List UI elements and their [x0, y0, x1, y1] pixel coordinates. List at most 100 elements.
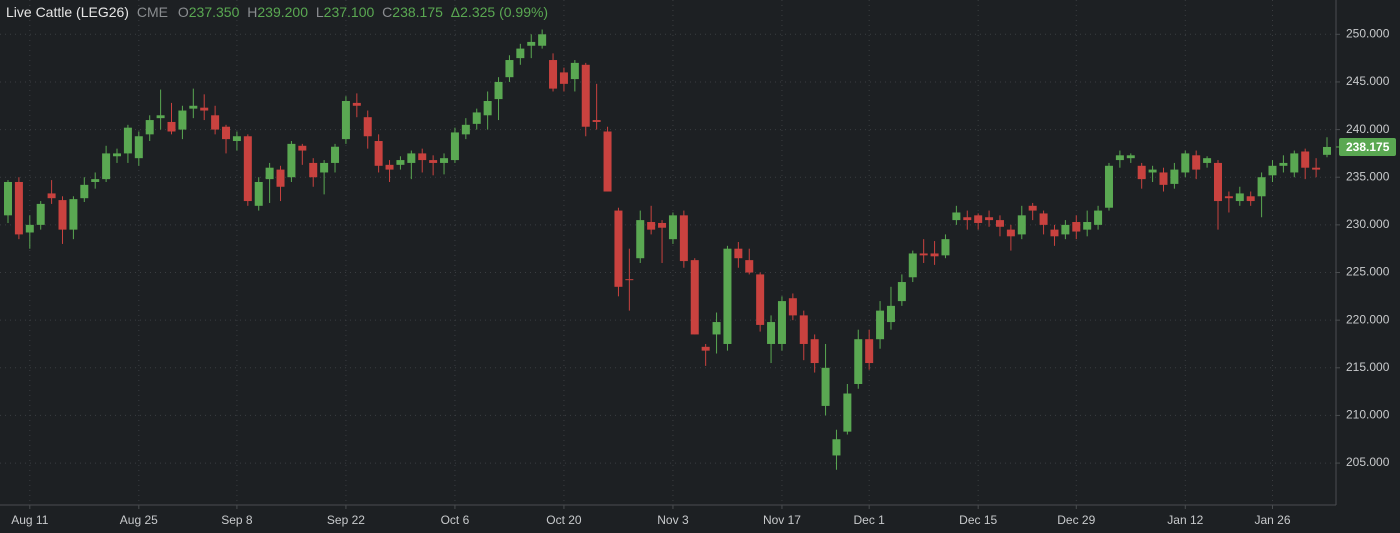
- x-tick-label: Aug 11: [11, 513, 48, 527]
- candle-body: [570, 62, 579, 80]
- candle-body: [178, 110, 187, 130]
- candle-body: [243, 136, 252, 202]
- candle-body: [331, 146, 340, 163]
- grid: [0, 0, 1336, 505]
- symbol: Live Cattle (LEG26): [6, 4, 129, 20]
- candles: [4, 29, 1331, 470]
- close-value: 238.175: [392, 4, 443, 20]
- candle-body: [745, 260, 754, 273]
- candle-body: [407, 153, 416, 163]
- candle-body: [1148, 169, 1157, 173]
- candle-body: [472, 112, 481, 124]
- x-tick-label: Aug 25: [120, 513, 158, 527]
- candle-body: [1126, 155, 1135, 159]
- candle-body: [1083, 222, 1092, 230]
- candle-body: [91, 179, 100, 182]
- candle-body: [385, 164, 394, 170]
- candle-body: [897, 282, 906, 302]
- x-tick-label: Sep 8: [221, 513, 253, 527]
- x-tick-label: Dec 15: [959, 513, 997, 527]
- y-tick-label: 220.000: [1346, 312, 1390, 326]
- candle-body: [1006, 229, 1015, 237]
- y-tick-label: 205.000: [1346, 455, 1390, 469]
- candle-body: [494, 81, 503, 100]
- candle-body: [58, 200, 67, 230]
- candle-body: [265, 167, 274, 180]
- y-tick-label: 225.000: [1346, 265, 1390, 279]
- candle-body: [156, 115, 165, 119]
- candle-body: [592, 120, 601, 122]
- candle-body: [854, 339, 863, 384]
- candle-body: [1268, 165, 1277, 176]
- candle-body: [1159, 172, 1168, 185]
- change: Δ2.325 (0.99%): [451, 4, 548, 20]
- candle-body: [1104, 165, 1113, 208]
- y-tick-label: 230.000: [1346, 217, 1390, 231]
- candle-body: [1072, 222, 1081, 232]
- candle-body: [123, 127, 132, 154]
- candle-body: [363, 117, 372, 137]
- candle-body: [876, 310, 885, 340]
- candle-body: [636, 220, 645, 259]
- close-key: C: [382, 4, 392, 20]
- candle-body: [1301, 151, 1310, 168]
- y-tick-label: 245.000: [1346, 74, 1390, 88]
- candle-body: [69, 199, 78, 230]
- candle-body: [668, 215, 677, 240]
- candle-body: [1224, 196, 1233, 199]
- candle-body: [113, 153, 122, 157]
- candle-body: [799, 315, 808, 344]
- x-tick-label: Dec 29: [1057, 513, 1095, 527]
- x-tick-label: Dec 1: [853, 513, 885, 527]
- exchange: CME: [137, 4, 168, 20]
- candle-body: [36, 203, 45, 225]
- candle-body: [47, 193, 56, 199]
- candle-body: [865, 339, 874, 364]
- candle-body: [1246, 196, 1255, 202]
- candle-body: [1017, 215, 1026, 235]
- candle-body: [756, 274, 765, 325]
- header: Live Cattle (LEG26) CME O237.350 H239.20…: [6, 4, 548, 20]
- candle-body: [25, 224, 34, 233]
- candle-body: [440, 158, 449, 163]
- open-key: O: [178, 4, 189, 20]
- candle-body: [1039, 213, 1048, 225]
- candle-body: [777, 301, 786, 344]
- y-tick-label: 235.000: [1346, 169, 1390, 183]
- candle-body: [788, 298, 797, 316]
- candle-body: [985, 217, 994, 221]
- candle-body: [134, 136, 143, 159]
- x-tick-label: Oct 20: [546, 513, 582, 527]
- candle-body: [527, 41, 536, 46]
- candle-body: [1290, 153, 1299, 173]
- candle-body: [963, 217, 972, 221]
- x-tick-label: Jan 12: [1167, 513, 1203, 527]
- candle-body: [919, 253, 928, 256]
- candle-body: [1050, 229, 1059, 237]
- candle-body: [4, 181, 12, 216]
- candle-body: [1235, 193, 1244, 202]
- candle-body: [200, 107, 209, 111]
- low-value: 237.100: [324, 4, 375, 20]
- candle-body: [603, 131, 612, 192]
- high-key: H: [247, 4, 257, 20]
- candle-body: [1115, 155, 1124, 161]
- candle-body: [374, 141, 383, 166]
- candle-body: [549, 60, 558, 89]
- y-tick-label: 215.000: [1346, 360, 1390, 374]
- candle-body: [941, 239, 950, 256]
- low-key: L: [316, 4, 324, 20]
- candle-body: [1323, 146, 1331, 155]
- last-price-label: 238.175: [1346, 140, 1390, 154]
- candle-body: [1312, 167, 1321, 170]
- candle-body: [843, 393, 852, 432]
- candle-body: [505, 60, 514, 78]
- candle-body: [712, 322, 721, 335]
- candle-body: [581, 64, 590, 127]
- candle-body: [145, 120, 154, 135]
- candle-body: [211, 115, 220, 130]
- candle-body: [908, 253, 917, 278]
